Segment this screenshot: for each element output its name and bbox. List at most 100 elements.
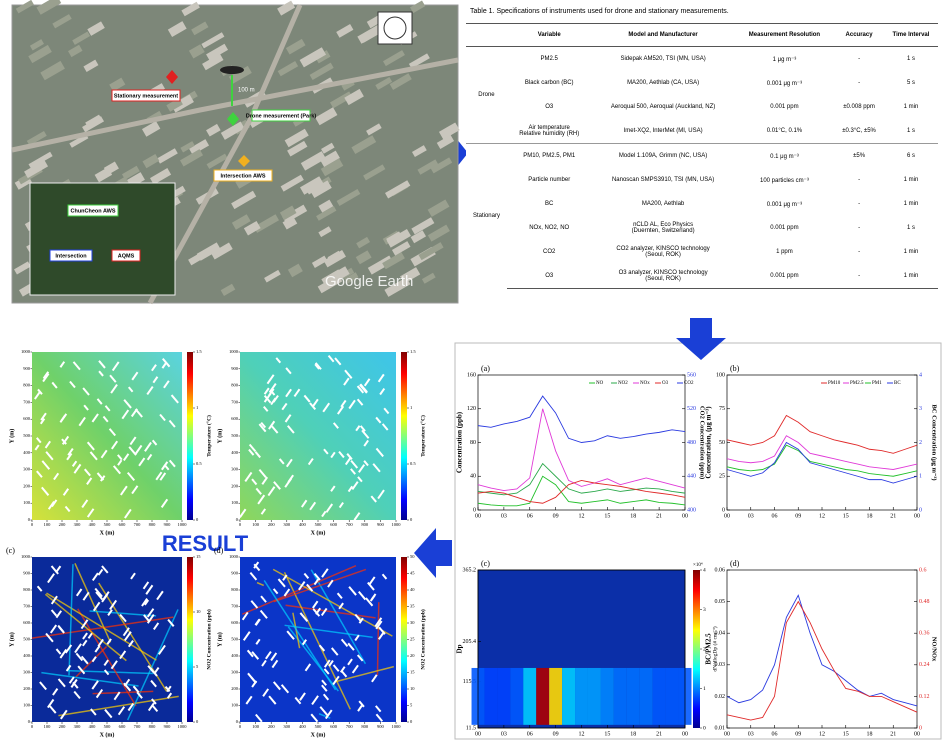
table-row: Particle numberNanoscan SMPS3910, TSI (M… bbox=[466, 168, 938, 192]
x-tick-label: 12 bbox=[579, 731, 585, 737]
y-axis-label: BC/PM2.5 bbox=[705, 633, 713, 665]
y2-tick-label: 520 bbox=[687, 406, 696, 412]
y-tick-label: 800 bbox=[23, 383, 31, 388]
heat-cell bbox=[575, 668, 588, 725]
table-cell: 6 s bbox=[884, 144, 938, 169]
arrow-left bbox=[414, 528, 452, 578]
y-tick-label: 700 bbox=[23, 604, 31, 609]
y-tick-label: 25 bbox=[719, 474, 725, 480]
heat-cell bbox=[523, 668, 536, 725]
table-row: BCMA200, Aethlab0.001 μg m⁻³-1 min bbox=[466, 192, 938, 216]
y-tick-label: 0.01 bbox=[715, 725, 726, 731]
x-tick-label: 200 bbox=[268, 724, 276, 729]
x-tick-label: 00 bbox=[682, 731, 688, 737]
y2-axis-label: NO/NOx bbox=[931, 637, 938, 662]
y-tick-label: 100 bbox=[231, 703, 239, 708]
y-tick-label: 0.02 bbox=[715, 694, 726, 700]
y-tick-label: 600 bbox=[23, 620, 31, 625]
x-tick-label: 500 bbox=[104, 724, 112, 729]
x-tick-label: 21 bbox=[656, 731, 662, 737]
x-tick-label: 03 bbox=[501, 513, 507, 519]
legend-label: PM10 bbox=[828, 381, 841, 386]
x-tick-label: 00 bbox=[724, 513, 730, 519]
y2-tick-label: 2 bbox=[919, 440, 922, 446]
x-tick-label: 200 bbox=[59, 724, 67, 729]
legend-label: O3 bbox=[662, 381, 669, 386]
x-tick-label: 100 bbox=[44, 522, 52, 527]
table-cell: 1 s bbox=[884, 216, 938, 240]
x-tick-label: 00 bbox=[914, 731, 920, 737]
y-tick-label: 0.03 bbox=[715, 662, 726, 668]
table-row: DronePM2.5Sidepak AM520, TSI (MN, USA)1 … bbox=[466, 47, 938, 72]
x-tick-label: 100 bbox=[252, 724, 260, 729]
legend-label: BC bbox=[894, 381, 901, 386]
x-tick-label: 600 bbox=[119, 522, 127, 527]
x-tick-label: 15 bbox=[604, 513, 610, 519]
table-caption: Table 1. Specifications of instruments u… bbox=[470, 8, 938, 15]
y-tick-label: 400 bbox=[23, 653, 31, 658]
table-cell: 0.001 ppm bbox=[735, 216, 835, 240]
y-tick-label: 160 bbox=[467, 372, 476, 378]
map-label: 100 m bbox=[238, 88, 255, 94]
heat-cell bbox=[601, 668, 614, 725]
colorbar-tick-label: 15 bbox=[196, 554, 201, 559]
x-tick-label: 00 bbox=[475, 731, 481, 737]
heat-cell bbox=[510, 668, 523, 725]
x-tick-label: 06 bbox=[772, 731, 778, 737]
table-cell: 0.001 μg m⁻³ bbox=[735, 71, 835, 95]
x-axis-label: X (m) bbox=[100, 529, 115, 536]
table-cell: PM2.5 bbox=[507, 47, 592, 72]
colorbar bbox=[693, 570, 700, 728]
y2-tick-label: 0 bbox=[919, 507, 922, 513]
colorbar bbox=[187, 557, 193, 722]
y2-tick-label: 480 bbox=[687, 440, 696, 446]
x-tick-label: 800 bbox=[149, 522, 157, 527]
panel-label: (c) bbox=[481, 559, 490, 568]
y-tick-label: 40 bbox=[470, 474, 476, 480]
colorbar-tick-label: 50 bbox=[410, 554, 415, 559]
y2-tick-label: 0.6 bbox=[919, 567, 927, 573]
table-row: O3Aeroqual 500, Aeroqual (Auckland, NZ)0… bbox=[466, 95, 938, 119]
map-label: Stationary measurement bbox=[114, 93, 178, 99]
y2-tick-label: 0.48 bbox=[919, 599, 930, 605]
header-cell bbox=[466, 24, 507, 47]
table-cell: Black carbon (BC) bbox=[507, 71, 592, 95]
x-tick-label: 0 bbox=[31, 522, 34, 527]
y-tick-label: 800 bbox=[231, 587, 239, 592]
colorbar-tick-label: 5 bbox=[410, 703, 413, 708]
y-tick-label: 0.04 bbox=[715, 631, 726, 637]
y-tick-label: 200 bbox=[231, 483, 239, 488]
heat-cell bbox=[536, 668, 549, 725]
y-tick-label: 900 bbox=[23, 571, 31, 576]
x-tick-label: 06 bbox=[527, 731, 533, 737]
x-tick-label: 500 bbox=[315, 724, 323, 729]
table-cell: PM10, PM2.5, PM1 bbox=[507, 144, 592, 169]
table-cell: - bbox=[834, 192, 884, 216]
table-cell: 1 s bbox=[884, 47, 938, 72]
x-tick-label: 700 bbox=[346, 724, 354, 729]
table-cell: 1 min bbox=[884, 168, 938, 192]
x-tick-label: 12 bbox=[579, 513, 585, 519]
table-cell: ±0.008 ppm bbox=[834, 95, 884, 119]
x-tick-label: 18 bbox=[630, 731, 636, 737]
y-tick-label: 1000 bbox=[229, 349, 239, 354]
y-axis-label: Dp bbox=[456, 644, 464, 653]
colorbar-tick-label: 1 bbox=[703, 686, 706, 692]
header-cell: Measurement Resolution bbox=[735, 24, 835, 47]
panel-label: (c) bbox=[6, 546, 15, 555]
inset-map bbox=[30, 183, 175, 295]
y-tick-label: 200 bbox=[23, 483, 31, 488]
x-tick-label: 700 bbox=[346, 522, 354, 527]
x-tick-label: 400 bbox=[89, 522, 97, 527]
y-tick-label: 100 bbox=[716, 372, 725, 378]
x-tick-label: 21 bbox=[656, 513, 662, 519]
y-tick-label: 200 bbox=[23, 686, 31, 691]
y-tick-label: 120 bbox=[467, 406, 476, 412]
x-tick-label: 500 bbox=[315, 522, 323, 527]
y2-tick-label: 3 bbox=[919, 406, 922, 412]
x-tick-label: 800 bbox=[149, 724, 157, 729]
map-label: Google Earth bbox=[325, 273, 413, 290]
x-axis-label: X (m) bbox=[311, 731, 326, 738]
